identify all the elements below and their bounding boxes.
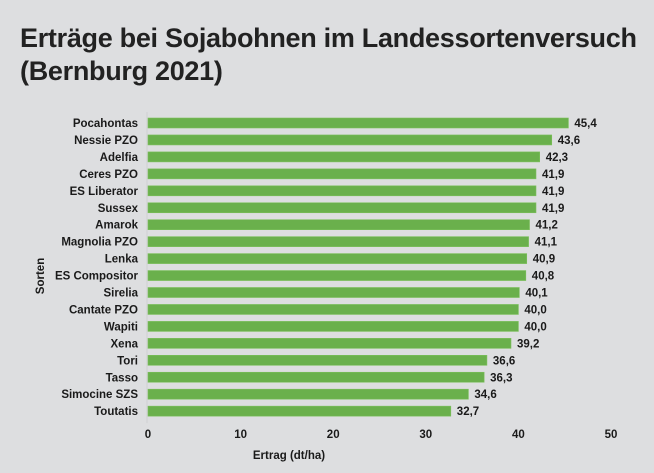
category-labels: Pocahontas Nessie PZO Adelfia Ceres PZO ES L… [55, 118, 139, 418]
value-label: 42,3 [546, 152, 568, 164]
value-label: 41,1 [535, 237, 558, 249]
bar-es-liberator [147, 185, 537, 197]
x-tick-labels: 0 10 20 30 40 50 [145, 429, 618, 441]
bar-tori [147, 354, 488, 366]
chart-subtitle: (Bernburg 2021) [20, 56, 223, 86]
bar-simocine-szs [147, 388, 469, 400]
category-label: Simocine SZS [61, 389, 138, 401]
value-label: 41,9 [542, 169, 564, 181]
x-tick-label: 10 [234, 429, 247, 441]
value-labels: 45,4 43,6 42,3 41,9 41,9 41,9 41,2 41,1 40,9 40,8… [457, 118, 598, 418]
category-label: Nessie PZO [74, 135, 138, 147]
bar-magnolia-pzo [147, 236, 529, 247]
value-label: 40,1 [525, 288, 548, 300]
category-label: Wapiti [104, 321, 138, 333]
category-label: Cantate PZO [69, 304, 138, 316]
bar-xena [147, 338, 512, 349]
bar-ceres-pzo [147, 168, 537, 180]
bar-wapiti [147, 321, 519, 332]
bar-es-compositor [147, 270, 527, 281]
value-label: 40,9 [533, 254, 555, 266]
category-label: Toutatis [94, 406, 138, 418]
category-label: Pocahontas [73, 118, 138, 130]
value-label: 45,4 [574, 118, 597, 130]
value-label: 36,6 [493, 355, 515, 367]
category-label: Tasso [106, 372, 138, 384]
category-label: ES Liberator [70, 186, 139, 198]
value-label: 40,8 [532, 271, 555, 283]
x-axis-label: Ertrag (dt/ha) [253, 450, 325, 462]
value-label: 36,3 [490, 372, 512, 384]
value-label: 40,0 [524, 321, 546, 333]
value-label: 39,2 [517, 338, 539, 350]
value-label: 43,6 [558, 135, 580, 147]
bar-tasso [147, 371, 485, 383]
x-tick-label: 40 [512, 429, 525, 441]
category-label: Sirelia [103, 288, 138, 300]
value-label: 34,6 [474, 389, 496, 401]
category-label: Ceres PZO [79, 169, 138, 181]
category-label: Lenka [105, 254, 139, 266]
chart-title-main: Erträge bei Sojabohnen im Landessortenve… [20, 23, 637, 53]
bar-amarok [147, 219, 530, 230]
category-label: Adelfia [100, 152, 139, 164]
y-axis-label: Sorten [35, 258, 47, 294]
x-tick-label: 0 [145, 429, 151, 441]
value-label: 41,9 [542, 186, 564, 198]
value-label: 41,9 [542, 203, 564, 215]
chart-title: Erträge bei Sojabohnen im Landessortenve… [20, 22, 640, 88]
category-label: Sussex [98, 203, 139, 215]
value-label: 40,0 [524, 304, 546, 316]
bar-nessie-pzo [147, 134, 553, 146]
x-tick-label: 20 [327, 429, 340, 441]
bar-lenka [147, 253, 528, 264]
value-label: 41,2 [536, 220, 558, 232]
bar-toutatis [147, 405, 452, 417]
bar-sussex [147, 202, 537, 214]
bars-group [147, 117, 569, 417]
category-label: Xena [111, 338, 139, 350]
bar-cantate-pzo [147, 304, 519, 315]
category-label: Magnolia PZO [61, 237, 138, 249]
category-label: Tori [117, 355, 138, 367]
bar-adelfia [147, 151, 540, 163]
category-label: ES Compositor [55, 271, 139, 283]
category-label: Amarok [95, 220, 138, 232]
bar-sirelia [147, 287, 520, 298]
bar-pocahontas [147, 117, 569, 129]
x-tick-label: 30 [419, 429, 432, 441]
x-tick-label: 50 [605, 429, 618, 441]
value-label: 32,7 [457, 406, 479, 418]
